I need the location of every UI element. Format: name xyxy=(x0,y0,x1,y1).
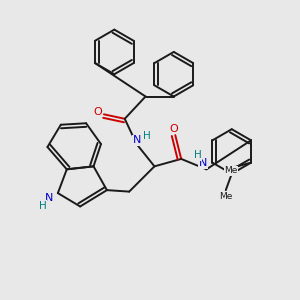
Text: Me: Me xyxy=(219,192,232,201)
Text: N: N xyxy=(199,158,207,168)
Text: O: O xyxy=(93,107,102,117)
Text: H: H xyxy=(194,150,201,160)
Text: H: H xyxy=(39,201,47,211)
Text: O: O xyxy=(169,124,178,134)
Text: Me: Me xyxy=(224,166,238,175)
Text: N: N xyxy=(132,136,141,146)
Text: H: H xyxy=(143,131,151,141)
Text: N: N xyxy=(45,194,54,203)
